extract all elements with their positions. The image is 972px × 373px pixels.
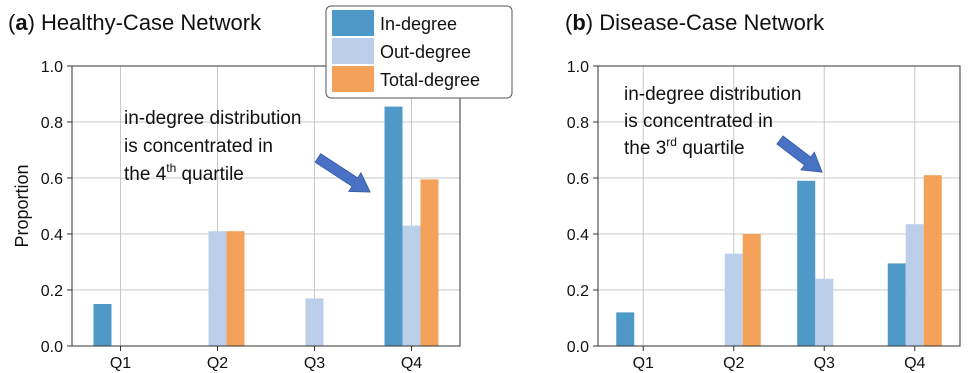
legend-label: Out-degree [380,42,471,62]
bar-total-degree-q2 [742,234,761,346]
y-tick-label: 0.8 [41,115,63,132]
y-tick-label: 0.6 [41,171,63,188]
x-tick-label: Q1 [110,355,131,372]
y-tick-label: 0.8 [567,115,589,132]
bar-in-degree-q3 [797,180,816,346]
y-tick-label: 1.0 [41,59,63,76]
x-tick-label: Q3 [814,355,835,372]
bar-total-degree-q2 [226,231,245,346]
bar-in-degree-q1 [616,312,635,346]
chart-panel-b: 0.0 0.2 0.4 0.6 0.8 1.0 Q1 Q2 Q3 Q4 (b) Disease-Ca… [565,10,961,372]
annotation-line: the 4th quartile [124,161,244,185]
y-tick-label: 0.2 [41,283,63,300]
y-tick-label: 0.0 [41,339,63,356]
annotation-line: the 3rd quartile [624,135,745,159]
legend-swatch [332,66,374,92]
legend-swatch [332,38,374,64]
x-tick-label: Q4 [904,355,925,372]
x-tick-label: Q3 [304,355,325,372]
y-axis-label: Proportion [12,164,32,247]
legend-label: Total-degree [380,70,480,90]
bar-total-degree-q4 [420,179,439,346]
annotation-line: is concentrated in [624,111,773,132]
bar-out-degree-q4 [905,224,924,346]
annotation-line: in-degree distribution [624,84,801,105]
chart-panel-a: 0.0 0.2 0.4 0.6 0.8 1.0 Q1 Q2 Q3 Q4 (a) Healthy-Ca… [8,10,461,372]
legend-label: In-degree [380,14,457,34]
annotation-line: is concentrated in [124,136,273,157]
plot-frame [597,65,961,347]
bar-out-degree-q2 [208,231,227,346]
y-tick-label: 0.4 [567,227,589,244]
x-tick-label: Q4 [401,355,422,372]
annotation-arrow [776,135,823,173]
bar-out-degree-q3 [305,298,324,346]
bar-in-degree-q4 [887,263,906,346]
y-tick-label: 0.4 [41,227,63,244]
bar-total-degree-q4 [923,175,942,346]
y-tick-label: 1.0 [567,59,589,76]
legend-swatch [332,10,374,36]
bar-out-degree-q2 [724,253,743,346]
y-tick-label: 0.2 [567,283,589,300]
bar-in-degree-q1 [93,304,112,346]
y-tick-label: 0.0 [567,339,589,356]
legend: In-degree Out-degree Total-degree [325,5,513,99]
bar-in-degree-q4 [384,106,403,346]
x-tick-label: Q1 [633,355,654,372]
bar-out-degree-q3 [815,278,834,346]
annotation-arrow [314,153,371,193]
panel-title: (a) Healthy-Case Network [8,10,262,35]
y-tick-label: 0.6 [567,171,589,188]
panel-title: (b) Disease-Case Network [565,10,825,35]
x-tick-label: Q2 [723,355,744,372]
plot-frame [71,65,461,347]
bar-out-degree-q4 [402,225,421,346]
x-tick-label: Q2 [207,355,228,372]
annotation-line: in-degree distribution [124,108,301,129]
